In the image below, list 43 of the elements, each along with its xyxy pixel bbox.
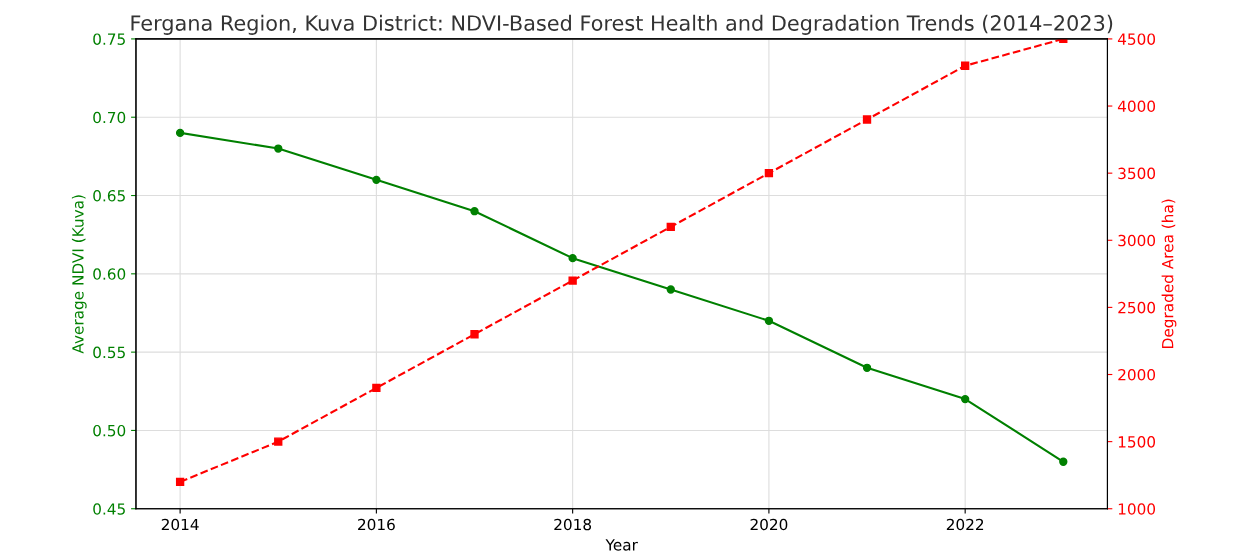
point [862,115,872,124]
x-tick-label: 2020 [750,518,788,531]
point [960,61,970,70]
point [764,168,774,178]
point [372,175,381,185]
point [960,394,970,404]
point [470,330,479,339]
y2-axis-title: Degraded Area (ha) [1161,199,1177,348]
point [568,276,577,285]
y2-tick-label: 3000 [1118,234,1156,247]
point [175,128,185,138]
point [862,363,872,372]
y-axis-title: Average NDVI (Kuva) [71,195,87,354]
y-tick-label: 0.75 [93,33,125,45]
y-tick-label: 0.60 [93,268,126,280]
y-tick-label: 0.65 [93,189,125,202]
y2-tick-label: 4500 [1117,33,1156,45]
point [666,222,675,232]
x-tick-label: 2022 [946,518,984,531]
y-tick-label: 0.55 [93,346,125,359]
point [274,437,283,446]
x-tick-label: 2018 [554,518,592,531]
point [764,316,774,325]
y2-tick-label: 2000 [1118,368,1156,381]
point [666,285,675,294]
chart-title: Fergana Region, Kuva District: NDVI-Based Forest Health and Degradation Trends (2014–2023) [131,14,1113,35]
y2-tick-label: 1000 [1118,503,1156,515]
point [470,207,479,216]
y2-tick-label: 3500 [1118,167,1156,180]
point [1059,457,1068,466]
point [274,144,283,153]
y-tick-label: 0.50 [93,424,126,437]
y2-tick-label: 1500 [1118,436,1156,448]
y2-tick-label: 4000 [1117,100,1156,113]
x-tick-label: 2016 [358,518,395,531]
point [568,254,577,263]
y-tick-label: 0.45 [93,503,125,515]
point [372,383,381,393]
y-tick-label: 0.70 [93,111,126,124]
x-axis-title: Year [605,539,638,551]
y2-tick-label: 2500 [1118,301,1156,314]
point [175,477,185,487]
x-tick-label: 2014 [161,518,199,531]
